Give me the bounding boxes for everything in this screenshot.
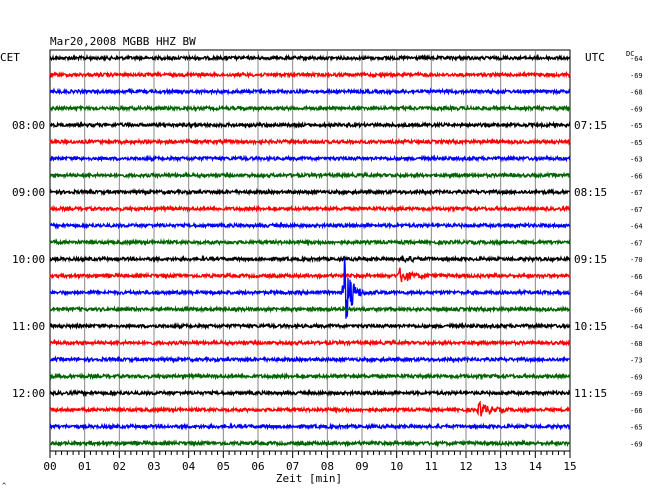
trace-row-0	[49, 53, 571, 63]
x-tick-label: 05	[217, 460, 230, 473]
dc-value: -64	[630, 290, 643, 298]
dc-value: -68	[630, 89, 643, 97]
dc-value: -65	[630, 424, 643, 432]
dc-value: -66	[630, 306, 643, 314]
trace-row-23	[49, 439, 571, 448]
dc-value: -65	[630, 122, 643, 130]
dc-value: -64	[630, 223, 643, 231]
dc-value: -66	[630, 172, 643, 180]
right-hour-label: 10:15	[574, 320, 607, 333]
x-axis: 00 01 02 03 04 05 06 07 08 09 10 11 12 13 14 15	[43, 451, 577, 473]
right-timezone-label: UTC	[585, 51, 605, 64]
trace-row-5	[49, 137, 571, 147]
dc-value: -63	[630, 156, 643, 164]
trace-row-19	[49, 372, 571, 381]
dc-value: -69	[630, 373, 643, 381]
trace-row-7	[49, 171, 571, 180]
right-hour-label: 11:15	[574, 387, 607, 400]
trace-row-4	[49, 120, 571, 130]
x-axis-label: Zeit [min]	[276, 472, 342, 485]
dc-value-labels: -64 -69 -68 -69 -65 -65 -63 -66 -67 -67 -64 -67 -70 -…	[630, 55, 643, 448]
right-hour-label: 07:15	[574, 119, 607, 132]
dc-value: -66	[630, 407, 643, 415]
x-tick-label: 15	[563, 460, 576, 473]
trace-row-16	[49, 321, 571, 331]
dc-value: -68	[630, 340, 643, 348]
x-tick-label: 13	[494, 460, 507, 473]
x-tick-label: 07	[286, 460, 299, 473]
left-hour-label: 10:00	[12, 253, 45, 266]
x-tick-label: 10	[390, 460, 403, 473]
vertical-gridlines	[84, 50, 536, 451]
trace-row-21	[49, 400, 571, 417]
trace-row-22	[49, 422, 571, 431]
dc-value: -69	[630, 440, 643, 448]
trace-row-18	[49, 355, 571, 364]
trace-row-6	[49, 154, 571, 163]
trace-row-20	[49, 388, 571, 398]
corner-mark: ^	[2, 482, 6, 490]
left-hour-label: 09:00	[12, 186, 45, 199]
trace-row-9	[49, 204, 571, 213]
dc-header-label: DC	[626, 50, 634, 58]
dc-value: -69	[630, 390, 643, 398]
trace-row-3	[49, 103, 571, 113]
trace-row-2	[49, 87, 571, 96]
right-hour-label: 08:15	[574, 186, 607, 199]
dc-value: -65	[630, 139, 643, 147]
trace-row-1	[49, 70, 571, 79]
x-tick-label: 09	[355, 460, 368, 473]
trace-row-14	[49, 257, 571, 319]
x-tick-label: 06	[251, 460, 264, 473]
trace-row-12	[49, 254, 571, 264]
x-tick-label: 01	[78, 460, 91, 473]
dc-value: -67	[630, 239, 643, 247]
x-tick-label: 11	[425, 460, 438, 473]
left-timezone-label: CET	[0, 51, 20, 64]
x-tick-label: 02	[113, 460, 126, 473]
left-hour-label: 11:00	[12, 320, 45, 333]
x-tick-label: 08	[321, 460, 334, 473]
trace-row-17	[49, 338, 571, 348]
trace-row-8	[49, 187, 571, 197]
seismic-traces	[49, 53, 571, 448]
dc-value: -67	[630, 189, 643, 197]
right-hour-labels: 07:15 08:15 09:15 10:15 11:15	[574, 119, 607, 400]
left-hour-label: 12:00	[12, 387, 45, 400]
dc-value: -67	[630, 206, 643, 214]
x-tick-label: 03	[147, 460, 160, 473]
trace-row-15	[49, 305, 571, 314]
x-tick-label: 12	[459, 460, 472, 473]
right-hour-label: 09:15	[574, 253, 607, 266]
dc-value: -70	[630, 256, 643, 264]
dc-value: -66	[630, 273, 643, 281]
dc-value: -64	[630, 55, 643, 63]
x-tick-label: 14	[529, 460, 543, 473]
dc-value: -69	[630, 72, 643, 80]
x-tick-label: 04	[182, 460, 196, 473]
trace-row-10	[49, 221, 571, 230]
left-hour-label: 08:00	[12, 119, 45, 132]
dc-value: -69	[630, 105, 643, 113]
left-hour-labels: 08:00 09:00 10:00 11:00 12:00	[12, 119, 45, 400]
trace-row-13	[49, 267, 571, 283]
chart-title: Mar20,2008 MGBB HHZ BW	[50, 35, 196, 48]
x-tick-label: 00	[43, 460, 56, 473]
dc-value: -73	[630, 357, 643, 365]
dc-value: -64	[630, 323, 643, 331]
trace-row-11	[49, 238, 571, 247]
